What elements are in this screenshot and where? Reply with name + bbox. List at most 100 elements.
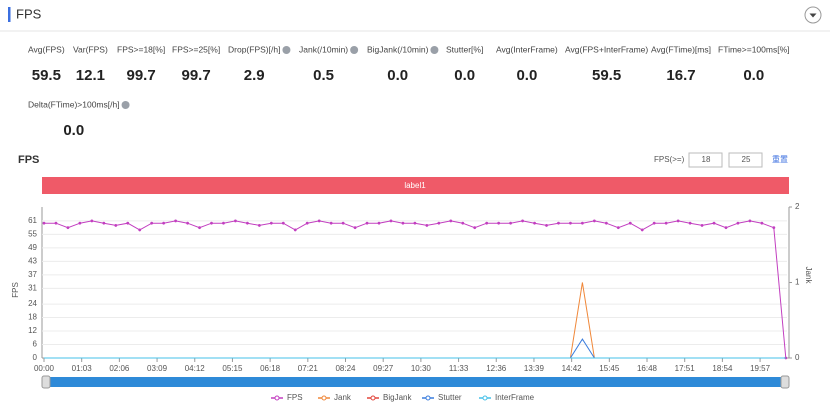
series-point <box>186 221 189 225</box>
x-tick-label: 16:48 <box>637 364 658 373</box>
series-point <box>784 356 788 360</box>
x-tick-label: 02:06 <box>109 364 130 373</box>
chart-title: FPS <box>18 154 39 166</box>
series-point <box>748 219 752 223</box>
stat-label: FPS>=18[%] <box>117 44 165 54</box>
y-tick-label: 49 <box>28 243 37 252</box>
stat-label: Avg(FPS+InterFrame) <box>565 44 648 54</box>
range-slider[interactable] <box>41 375 790 389</box>
series-point <box>281 221 285 225</box>
series-point <box>162 221 166 225</box>
series-line <box>44 282 786 359</box>
x-tick-label: 04:12 <box>185 364 206 373</box>
series-point <box>234 219 237 223</box>
y2-tick-label: 1 <box>795 278 800 287</box>
x-tick-label: 00:00 <box>34 364 55 373</box>
reset-button[interactable]: 重置 <box>772 154 788 164</box>
x-tick-label: 11:33 <box>449 364 469 373</box>
series-point <box>449 219 453 223</box>
y-tick-label: 61 <box>28 216 37 225</box>
series-point <box>413 221 417 225</box>
stat-label: FTime>=100ms[%] <box>718 44 790 54</box>
legend-label: FPS <box>287 393 303 402</box>
series-point <box>473 226 477 230</box>
label-band <box>42 177 789 194</box>
threshold-input[interactable] <box>728 152 763 168</box>
series-point <box>604 221 608 225</box>
series-point <box>712 221 716 225</box>
series-point <box>257 224 261 227</box>
series-point <box>724 226 728 230</box>
stat-label: Stutter[%] <box>446 44 483 54</box>
legend-swatch <box>482 395 488 401</box>
series-point <box>533 221 536 225</box>
series-point <box>341 221 345 225</box>
series-point <box>377 221 381 225</box>
legend-label: Stutter <box>438 393 462 402</box>
legend-swatch <box>425 395 431 401</box>
series-point <box>138 228 142 232</box>
y-tick-label: 24 <box>28 299 37 308</box>
help-icon <box>350 46 359 54</box>
x-tick-label: 13:39 <box>524 364 545 373</box>
threshold-input[interactable] <box>688 152 723 168</box>
help-icon <box>430 46 439 54</box>
series-point <box>54 221 58 225</box>
series-point <box>652 221 656 225</box>
stat-value: 0.5 <box>313 67 334 84</box>
legend-swatch <box>321 395 327 401</box>
series-point <box>772 226 776 230</box>
series-point <box>42 221 46 225</box>
stat-label: Jank(/10min) <box>299 44 348 54</box>
series-point <box>90 219 94 223</box>
x-tick-label: 14:42 <box>562 364 583 373</box>
series-point <box>269 221 273 225</box>
stat-label: Delta(FTime)>100ms[/h] <box>28 99 120 109</box>
threshold-value[interactable]: 25 <box>742 155 751 164</box>
series-point <box>616 226 620 230</box>
series-point <box>688 221 692 225</box>
stat-label: Avg(FTime)[ms] <box>651 44 711 54</box>
stat-value: 12.1 <box>76 67 105 84</box>
series-point <box>545 224 548 227</box>
x-tick-label: 06:18 <box>260 364 281 373</box>
threshold-value[interactable]: 18 <box>702 155 711 164</box>
x-tick-label: 08:24 <box>335 364 356 373</box>
series-point <box>365 221 369 225</box>
stat-label: Var(FPS) <box>73 44 108 54</box>
series-point <box>736 221 740 225</box>
series-point <box>102 221 106 225</box>
series-point <box>174 219 178 223</box>
series-point <box>317 219 321 223</box>
series-point <box>353 226 357 230</box>
series-point <box>425 224 429 227</box>
series-point <box>760 221 764 225</box>
stat-label: FPS>=25[%] <box>172 44 220 54</box>
stat-label: Avg(InterFrame) <box>496 44 558 54</box>
series-point <box>114 224 118 227</box>
stat-value: 0.0 <box>454 67 475 84</box>
stat-value: 0.0 <box>743 67 764 84</box>
y-tick-label: 0 <box>33 353 38 362</box>
stat-value: 0.0 <box>516 67 537 84</box>
y-tick-label: 43 <box>28 256 37 265</box>
series-point <box>592 219 596 223</box>
series-point <box>640 228 644 232</box>
x-tick-label: 19:57 <box>750 364 771 373</box>
series-line <box>44 220 787 359</box>
x-tick-label: 09:27 <box>373 364 394 373</box>
series-point <box>401 221 405 225</box>
collapse-button[interactable] <box>804 6 822 24</box>
x-tick-label: 05:15 <box>222 364 243 373</box>
series-point <box>78 221 82 225</box>
series-point <box>485 221 489 225</box>
series-point <box>497 221 501 225</box>
series-point <box>66 226 70 230</box>
legend-label: BigJank <box>383 393 412 402</box>
series-point <box>581 221 584 225</box>
series-point <box>245 221 249 225</box>
series-point <box>664 221 668 225</box>
series-point <box>222 221 225 225</box>
legend-label: InterFrame <box>495 393 535 402</box>
